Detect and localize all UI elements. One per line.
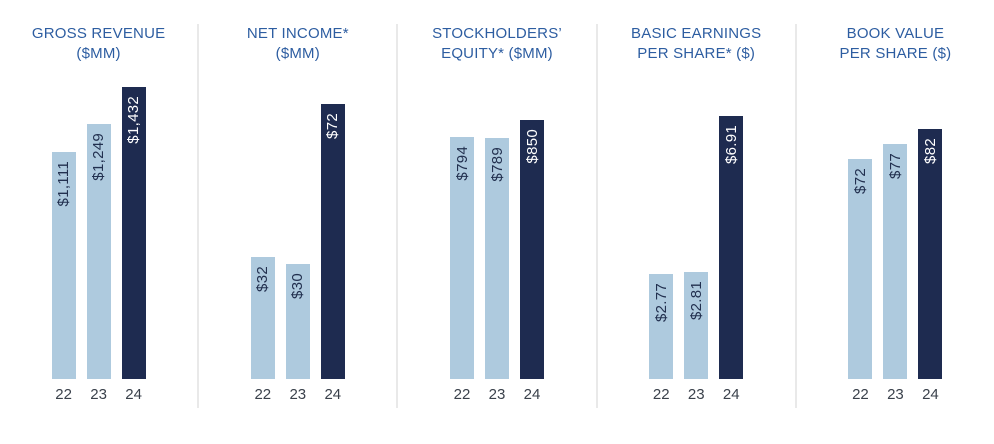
bar-value-label: $6.91 [722,125,740,165]
chart-title-line1: GROSS REVENUE [31,25,166,42]
bar-value-label: $2.77 [652,283,670,323]
x-tick-23: 23 [887,386,904,403]
plot-area: $1,111 $1,249 $1,432 [51,66,146,379]
bar-2022: $32 [250,257,275,379]
chart-title-gross-revenue: GROSS REVENUE ($MM) [32,24,165,66]
x-tick-24: 24 [922,386,939,403]
bar-value-label: $72 [324,113,342,139]
bar-value-label: $789 [488,147,506,182]
chart-title-line2: PER SHARE* ($) [637,45,756,62]
chart-title-line1: BOOK VALUE [846,25,945,42]
chart-title-line1: NET INCOME* [246,25,349,42]
bar-value-label: $2.81 [687,281,705,321]
x-tick-24: 24 [722,386,740,403]
bar-value-label: $794 [453,146,471,181]
x-axis-labels: 22 23 24 [450,379,544,403]
chart-panel-net-income: NET INCOME* ($MM) $32 $30 $72 22 23 24 [199,24,396,444]
x-axis-labels: 22 23 24 [649,379,743,403]
bar-value-label: $77 [886,153,904,179]
bar-2022: $2.77 [649,274,674,379]
chart-panel-book-value: BOOK VALUE PER SHARE ($) $72 $77 $82 22 … [797,24,994,444]
chart-panel-basic-eps: BASIC EARNINGS PER SHARE* ($) $2.77 $2.8… [598,24,795,444]
x-tick-22: 22 [652,386,670,403]
bar-value-label: $1,249 [90,133,108,181]
chart-title-line2: ($MM) [76,45,121,62]
chart-title-basic-eps: BASIC EARNINGS PER SHARE* ($) [631,24,761,66]
chart-title-book-value: BOOK VALUE PER SHARE ($) [840,24,952,66]
chart-title-line1: STOCKHOLDERS’ [432,25,562,42]
panel-divider [197,24,200,408]
bar-2023: $2.81 [684,272,709,379]
bar-value-label: $850 [523,129,541,164]
bar-2022: $794 [450,137,474,379]
x-tick-23: 23 [90,386,107,403]
chart-title-net-income: NET INCOME* ($MM) [247,24,349,66]
panel-divider [794,24,797,408]
bar-value-label: $72 [851,168,869,194]
x-tick-23: 23 [687,386,705,403]
plot-area: $794 $789 $850 [450,66,544,379]
plot-area: $2.77 $2.81 $6.91 [649,66,744,379]
x-tick-23: 23 [488,386,506,403]
bar-2023: $789 [485,138,509,379]
bar-2023: $1,249 [86,124,111,379]
bar-value-label: $82 [921,138,939,164]
bar-value-label: $1,432 [125,96,143,144]
bar-2024: $82 [918,129,943,379]
chart-title-stockholders-equity: STOCKHOLDERS’ EQUITY* ($MM) [432,24,562,66]
x-tick-22: 22 [55,386,72,403]
x-axis-labels: 22 23 24 [52,379,146,403]
x-tick-22: 22 [852,386,869,403]
x-axis-labels: 22 23 24 [251,379,345,403]
chart-title-line2: EQUITY* ($MM) [441,45,553,62]
x-tick-22: 22 [453,386,471,403]
bar-2024: $72 [320,104,345,379]
bar-2023: $77 [883,144,908,379]
bar-2022: $1,111 [51,152,76,379]
x-tick-24: 24 [324,386,342,403]
bar-2024: $6.91 [719,116,744,379]
plot-area: $72 $77 $82 [848,66,943,379]
bar-value-label: $1,111 [55,161,73,207]
bar-2023: $30 [285,264,310,379]
bar-2024: $850 [520,120,544,379]
x-tick-24: 24 [125,386,142,403]
chart-title-line2: PER SHARE ($) [839,45,952,62]
panel-divider [396,24,399,408]
panel-divider [595,24,598,408]
bar-2022: $72 [848,159,873,379]
bar-value-label: $32 [254,266,272,292]
chart-title-line2: ($MM) [275,45,320,62]
x-tick-24: 24 [523,386,541,403]
chart-panel-stockholders-equity: STOCKHOLDERS’ EQUITY* ($MM) $794 $789 $8… [398,24,595,444]
chart-title-line1: BASIC EARNINGS [631,25,762,42]
bar-value-label: $30 [289,273,307,299]
x-tick-22: 22 [254,386,272,403]
plot-area: $32 $30 $72 [250,66,345,379]
x-axis-labels: 22 23 24 [848,379,942,403]
bar-2024: $1,432 [121,87,146,379]
x-tick-23: 23 [289,386,307,403]
chart-panel-gross-revenue: GROSS REVENUE ($MM) $1,111 $1,249 $1,432… [0,24,197,444]
